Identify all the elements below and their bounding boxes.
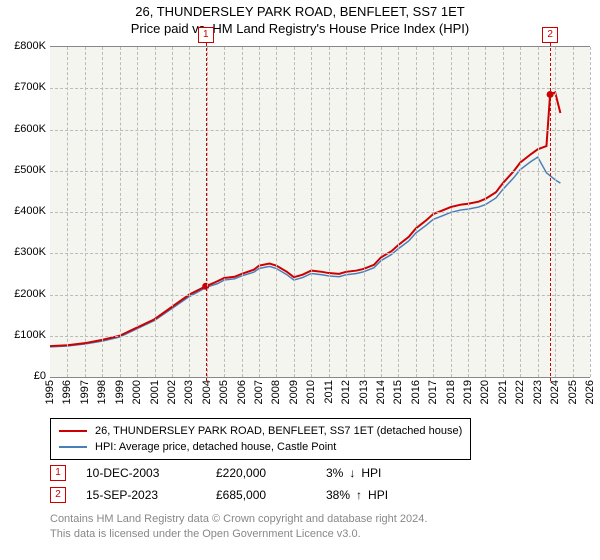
x-tick-label: 1998: [96, 380, 108, 404]
title-address: 26, THUNDERSLEY PARK ROAD, BENFLEET, SS7…: [0, 4, 600, 21]
legend-swatch: [59, 430, 87, 432]
y-tick-label: £500K: [14, 164, 46, 176]
sale-price: £685,000: [216, 488, 326, 502]
title-subtitle: Price paid vs. HM Land Registry's House …: [0, 21, 600, 38]
y-tick-label: £300K: [14, 246, 46, 258]
legend-row: 26, THUNDERSLEY PARK ROAD, BENFLEET, SS7…: [59, 423, 462, 439]
x-tick-label: 2006: [236, 380, 248, 404]
down-arrow-icon: ↓: [349, 466, 355, 480]
y-tick-label: £700K: [14, 81, 46, 93]
sale-row: 2 15-SEP-2023 £685,000 38% ↑ HPI: [50, 484, 388, 506]
x-tick-label: 2022: [514, 380, 526, 404]
plot-area: 12: [50, 46, 590, 378]
y-tick-label: £200K: [14, 288, 46, 300]
x-tick-label: 2011: [323, 380, 335, 404]
chart: 12 £0£100K£200K£300K£400K£500K£600K£700K…: [0, 42, 600, 412]
sale-delta: 38% ↑ HPI: [326, 488, 388, 502]
x-tick-label: 2010: [305, 380, 317, 404]
x-tick-label: 2003: [183, 380, 195, 404]
sale-delta-pct: 3%: [326, 466, 343, 480]
x-tick-label: 2021: [497, 380, 509, 404]
legend: 26, THUNDERSLEY PARK ROAD, BENFLEET, SS7…: [50, 418, 471, 460]
x-tick-label: 2025: [567, 380, 579, 404]
chart-title-block: 26, THUNDERSLEY PARK ROAD, BENFLEET, SS7…: [0, 0, 600, 38]
x-tick-label: 2013: [358, 380, 370, 404]
x-tick-label: 1997: [79, 380, 91, 404]
x-tick-label: 1999: [114, 380, 126, 404]
x-tick-label: 2016: [410, 380, 422, 404]
x-tick-label: 2017: [427, 380, 439, 404]
x-tick-label: 1996: [61, 380, 73, 404]
x-tick-label: 2000: [131, 380, 143, 404]
x-tick-label: 2005: [218, 380, 230, 404]
x-tick-label: 2004: [201, 380, 213, 404]
x-tick-label: 2026: [584, 380, 596, 404]
x-tick-label: 2019: [462, 380, 474, 404]
chart-marker-box: 2: [542, 27, 558, 43]
x-tick-label: 2024: [549, 380, 561, 404]
sale-row: 1 10-DEC-2003 £220,000 3% ↓ HPI: [50, 462, 388, 484]
y-tick-label: £600K: [14, 123, 46, 135]
x-tick-label: 2002: [166, 380, 178, 404]
x-tick-label: 2018: [445, 380, 457, 404]
sale-delta-suffix: HPI: [368, 488, 388, 502]
sale-date: 15-SEP-2023: [86, 488, 216, 502]
x-tick-label: 2020: [479, 380, 491, 404]
sale-marker-box: 2: [50, 487, 66, 503]
sale-price: £220,000: [216, 466, 326, 480]
legend-row: HPI: Average price, detached house, Cast…: [59, 439, 462, 455]
x-tick-label: 2007: [253, 380, 265, 404]
x-tick-label: 2023: [532, 380, 544, 404]
x-tick-label: 2009: [288, 380, 300, 404]
sale-delta-suffix: HPI: [361, 466, 381, 480]
legend-label: HPI: Average price, detached house, Cast…: [95, 441, 336, 453]
footer: Contains HM Land Registry data © Crown c…: [50, 512, 427, 542]
y-tick-label: £800K: [14, 40, 46, 52]
y-tick-label: £400K: [14, 205, 46, 217]
sales-table: 1 10-DEC-2003 £220,000 3% ↓ HPI 2 15-SEP…: [50, 462, 388, 506]
chart-marker-box: 1: [198, 27, 214, 43]
legend-label: 26, THUNDERSLEY PARK ROAD, BENFLEET, SS7…: [95, 425, 462, 437]
sale-marker-box: 1: [50, 465, 66, 481]
x-tick-label: 2001: [149, 380, 161, 404]
up-arrow-icon: ↑: [356, 488, 362, 502]
footer-line2: This data is licensed under the Open Gov…: [50, 527, 427, 542]
x-tick-label: 2014: [375, 380, 387, 404]
x-tick-label: 2012: [340, 380, 352, 404]
legend-swatch: [59, 446, 87, 448]
sale-delta-pct: 38%: [326, 488, 350, 502]
x-tick-label: 1995: [44, 380, 56, 404]
y-tick-label: £100K: [14, 329, 46, 341]
x-tick-label: 2008: [270, 380, 282, 404]
sale-date: 10-DEC-2003: [86, 466, 216, 480]
x-tick-label: 2015: [392, 380, 404, 404]
sale-delta: 3% ↓ HPI: [326, 466, 381, 480]
footer-line1: Contains HM Land Registry data © Crown c…: [50, 512, 427, 527]
